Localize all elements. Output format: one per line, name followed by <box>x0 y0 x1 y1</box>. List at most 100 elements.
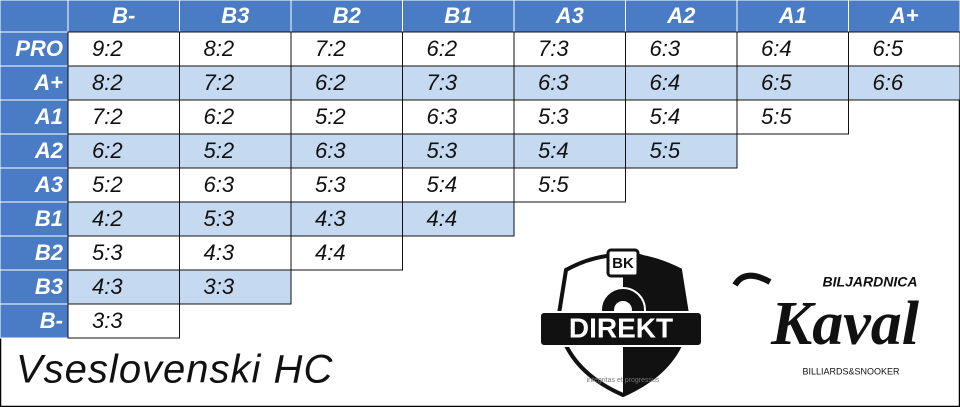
cell <box>290 201 403 237</box>
cell-text: 6:2 <box>427 36 458 61</box>
kaval-top: BILJARDNICA <box>823 274 918 290</box>
cell <box>179 31 292 67</box>
cell <box>736 99 849 135</box>
row-header-cell <box>0 31 69 67</box>
cell-text: 5:4 <box>650 104 681 129</box>
cell-text: 8:2 <box>204 36 235 61</box>
cell <box>67 269 180 305</box>
cell <box>402 65 515 101</box>
cell <box>402 31 515 67</box>
cell <box>290 99 403 135</box>
cell <box>736 65 849 101</box>
cell-text: 7:2 <box>315 36 346 61</box>
row-header: A1 <box>34 104 63 129</box>
corner-cell <box>0 0 69 33</box>
cell-text: 5:3 <box>427 138 458 163</box>
cell-text: 5:2 <box>204 138 235 163</box>
cell <box>179 235 292 271</box>
cell <box>67 235 180 271</box>
cell-text: 5:2 <box>315 104 346 129</box>
cell-text: 6:5 <box>873 36 904 61</box>
cell-text: 4:3 <box>315 206 346 231</box>
cell <box>290 31 403 67</box>
cell <box>513 133 626 169</box>
cell-text: 4:3 <box>92 274 123 299</box>
cell <box>513 65 626 101</box>
cell <box>67 201 180 237</box>
row-header: B2 <box>35 240 64 265</box>
kaval-bottom: BILLIARDS&SNOOKER <box>802 366 900 376</box>
cell <box>179 65 292 101</box>
cell <box>402 201 515 237</box>
row-header: A+ <box>33 70 63 95</box>
cell <box>67 65 180 101</box>
direkt-logo: BK DIREKT integritas et progressus <box>539 248 703 398</box>
cell <box>179 269 292 305</box>
cell-text: 6:2 <box>315 70 346 95</box>
cell-text: 4:2 <box>92 206 123 231</box>
column-header-cell <box>67 0 180 33</box>
direkt-name: DIREKT <box>569 312 673 343</box>
cell-text: 7:2 <box>204 70 235 95</box>
column-header-cell <box>402 0 515 33</box>
cell <box>848 31 960 67</box>
cell-text: 5:3 <box>315 172 346 197</box>
row-header: B3 <box>35 274 63 299</box>
direkt-motto: integritas et progressus <box>587 377 660 384</box>
cell <box>179 201 292 237</box>
kaval-swash <box>732 272 772 287</box>
cell-text: 7:3 <box>427 70 458 95</box>
cell-text: 9:2 <box>92 36 123 61</box>
cell-text: 6:6 <box>873 70 904 95</box>
cell-text: 4:4 <box>427 206 458 231</box>
cell-text: 5:3 <box>538 104 569 129</box>
cell-text: 6:3 <box>650 36 681 61</box>
cell <box>67 31 180 67</box>
row-header: A3 <box>34 172 63 197</box>
cell <box>513 167 626 203</box>
cell <box>625 133 738 169</box>
cell <box>290 133 403 169</box>
cell <box>625 99 738 135</box>
cell <box>402 133 515 169</box>
handicap-table: B- B3 B2 B1 A3 A2 A1 A+ PRO 9:2 8:2 7:2 6:2 7:3 6:3 6:4… <box>0 0 960 339</box>
cell-text: 3:3 <box>92 308 123 333</box>
cell <box>625 31 738 67</box>
cell-text: 6:4 <box>761 36 792 61</box>
cell <box>625 65 738 101</box>
row-header: A2 <box>34 138 64 163</box>
cell <box>290 167 403 203</box>
cell-text: 5:4 <box>538 138 569 163</box>
cell <box>290 65 403 101</box>
row-header: B- <box>40 308 63 333</box>
cell-text: 6:2 <box>204 104 235 129</box>
cell-text: 6:3 <box>538 70 569 95</box>
column-header: A2 <box>666 3 696 28</box>
cell <box>67 99 180 135</box>
column-header: B2 <box>333 3 362 28</box>
column-header: B- <box>112 3 135 28</box>
cell-text: 6:3 <box>204 172 235 197</box>
column-header-cell <box>848 0 960 33</box>
cell <box>179 167 292 203</box>
cell-text: 4:3 <box>204 240 235 265</box>
kaval-logo: BILJARDNICA Kaval BILLIARDS&SNOOKER <box>732 272 920 376</box>
cell-text: 5:5 <box>538 172 569 197</box>
cell <box>67 303 180 339</box>
badge <box>606 248 640 278</box>
column-header: A1 <box>778 3 807 28</box>
column-header: B1 <box>444 3 472 28</box>
cell-text: 5:5 <box>650 138 681 163</box>
column-header: A3 <box>555 3 584 28</box>
cell <box>513 99 626 135</box>
row-header-cell <box>0 303 69 339</box>
cell <box>179 99 292 135</box>
cell-text: 6:3 <box>427 104 458 129</box>
cell <box>402 99 515 135</box>
cell-text: 3:3 <box>204 274 235 299</box>
cell-text: 4:4 <box>315 240 346 265</box>
row-header-cell <box>0 269 69 305</box>
cell-text: 5:2 <box>92 172 123 197</box>
cell-text: 6:3 <box>315 138 346 163</box>
